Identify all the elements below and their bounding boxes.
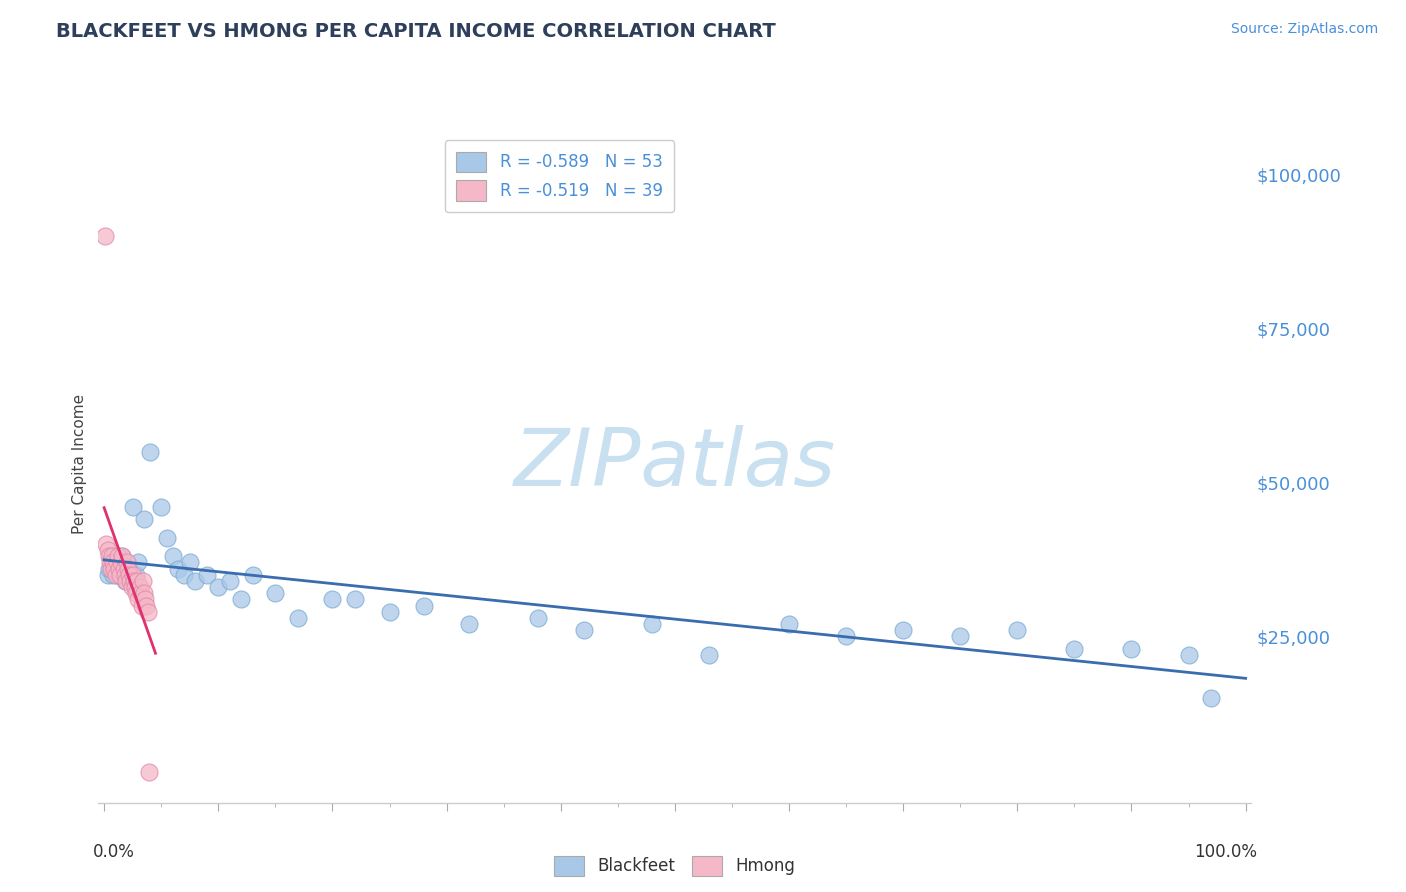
Point — [120, 574, 142, 588]
Point — [150, 500, 173, 514]
Point — [101, 549, 124, 564]
Point — [218, 574, 240, 588]
Point — [98, 556, 121, 570]
Point — [134, 592, 156, 607]
Point — [118, 561, 141, 575]
Point — [107, 567, 129, 582]
Point — [1007, 624, 1029, 638]
Point — [179, 556, 201, 570]
Point — [778, 617, 800, 632]
Point — [129, 586, 152, 600]
Point — [344, 592, 367, 607]
Point — [527, 611, 550, 625]
Point — [122, 574, 145, 588]
Point — [114, 574, 136, 588]
Point — [184, 574, 207, 588]
Text: BLACKFEET VS HMONG PER CAPITA INCOME CORRELATION CHART: BLACKFEET VS HMONG PER CAPITA INCOME COR… — [56, 22, 776, 41]
Point — [117, 561, 139, 575]
Point — [121, 567, 143, 582]
Point — [94, 228, 117, 243]
Point — [114, 574, 136, 588]
Point — [173, 567, 195, 582]
Point — [378, 605, 401, 619]
Point — [128, 580, 150, 594]
Point — [121, 580, 143, 594]
Point — [412, 599, 434, 613]
Point — [100, 556, 122, 570]
Point — [107, 549, 129, 564]
Point — [287, 611, 309, 625]
Point — [110, 556, 132, 570]
Point — [891, 624, 914, 638]
Point — [207, 580, 229, 594]
Point — [96, 537, 118, 551]
Point — [125, 567, 148, 582]
Point — [135, 599, 157, 613]
Point — [572, 624, 595, 638]
Point — [125, 586, 148, 600]
Point — [112, 561, 135, 575]
Point — [127, 592, 149, 607]
Point — [132, 586, 155, 600]
Point — [167, 561, 190, 575]
Point — [105, 549, 128, 564]
Point — [195, 567, 218, 582]
Point — [1063, 641, 1085, 656]
Point — [264, 586, 287, 600]
Text: Source: ZipAtlas.com: Source: ZipAtlas.com — [1230, 22, 1378, 37]
Point — [103, 561, 125, 575]
Point — [127, 574, 149, 588]
Point — [97, 549, 120, 564]
Point — [96, 543, 118, 558]
Point — [103, 556, 125, 570]
Point — [98, 549, 121, 564]
Point — [96, 567, 118, 582]
Point — [131, 599, 153, 613]
Text: 0.0%: 0.0% — [93, 844, 135, 862]
Text: 100.0%: 100.0% — [1194, 844, 1257, 862]
Point — [132, 512, 155, 526]
Point — [118, 567, 141, 582]
Point — [101, 561, 124, 575]
Point — [1201, 691, 1223, 706]
Point — [321, 592, 343, 607]
Point — [124, 580, 146, 594]
Point — [138, 764, 160, 779]
Point — [115, 567, 138, 582]
Point — [458, 617, 481, 632]
Point — [111, 549, 134, 564]
Point — [104, 561, 127, 575]
Point — [229, 592, 252, 607]
Point — [105, 556, 128, 570]
Point — [121, 500, 143, 514]
Point — [103, 567, 125, 582]
Legend: Blackfeet, Hmong: Blackfeet, Hmong — [548, 849, 801, 882]
Point — [115, 556, 138, 570]
Point — [697, 648, 720, 662]
Y-axis label: Per Capita Income: Per Capita Income — [72, 393, 87, 534]
Point — [242, 567, 264, 582]
Point — [1177, 648, 1199, 662]
Point — [108, 561, 131, 575]
Point — [108, 567, 131, 582]
Point — [132, 574, 155, 588]
Point — [641, 617, 664, 632]
Point — [835, 629, 858, 643]
Point — [100, 561, 122, 575]
Point — [103, 556, 125, 570]
Text: ZIPatlas: ZIPatlas — [513, 425, 837, 503]
Point — [104, 567, 127, 582]
Point — [156, 531, 179, 545]
Point — [127, 556, 149, 570]
Point — [136, 605, 159, 619]
Point — [110, 561, 132, 575]
Point — [1121, 641, 1143, 656]
Point — [97, 561, 120, 575]
Point — [162, 549, 184, 564]
Point — [111, 549, 134, 564]
Point — [139, 444, 162, 458]
Point — [949, 629, 972, 643]
Point — [114, 567, 136, 582]
Point — [108, 556, 131, 570]
